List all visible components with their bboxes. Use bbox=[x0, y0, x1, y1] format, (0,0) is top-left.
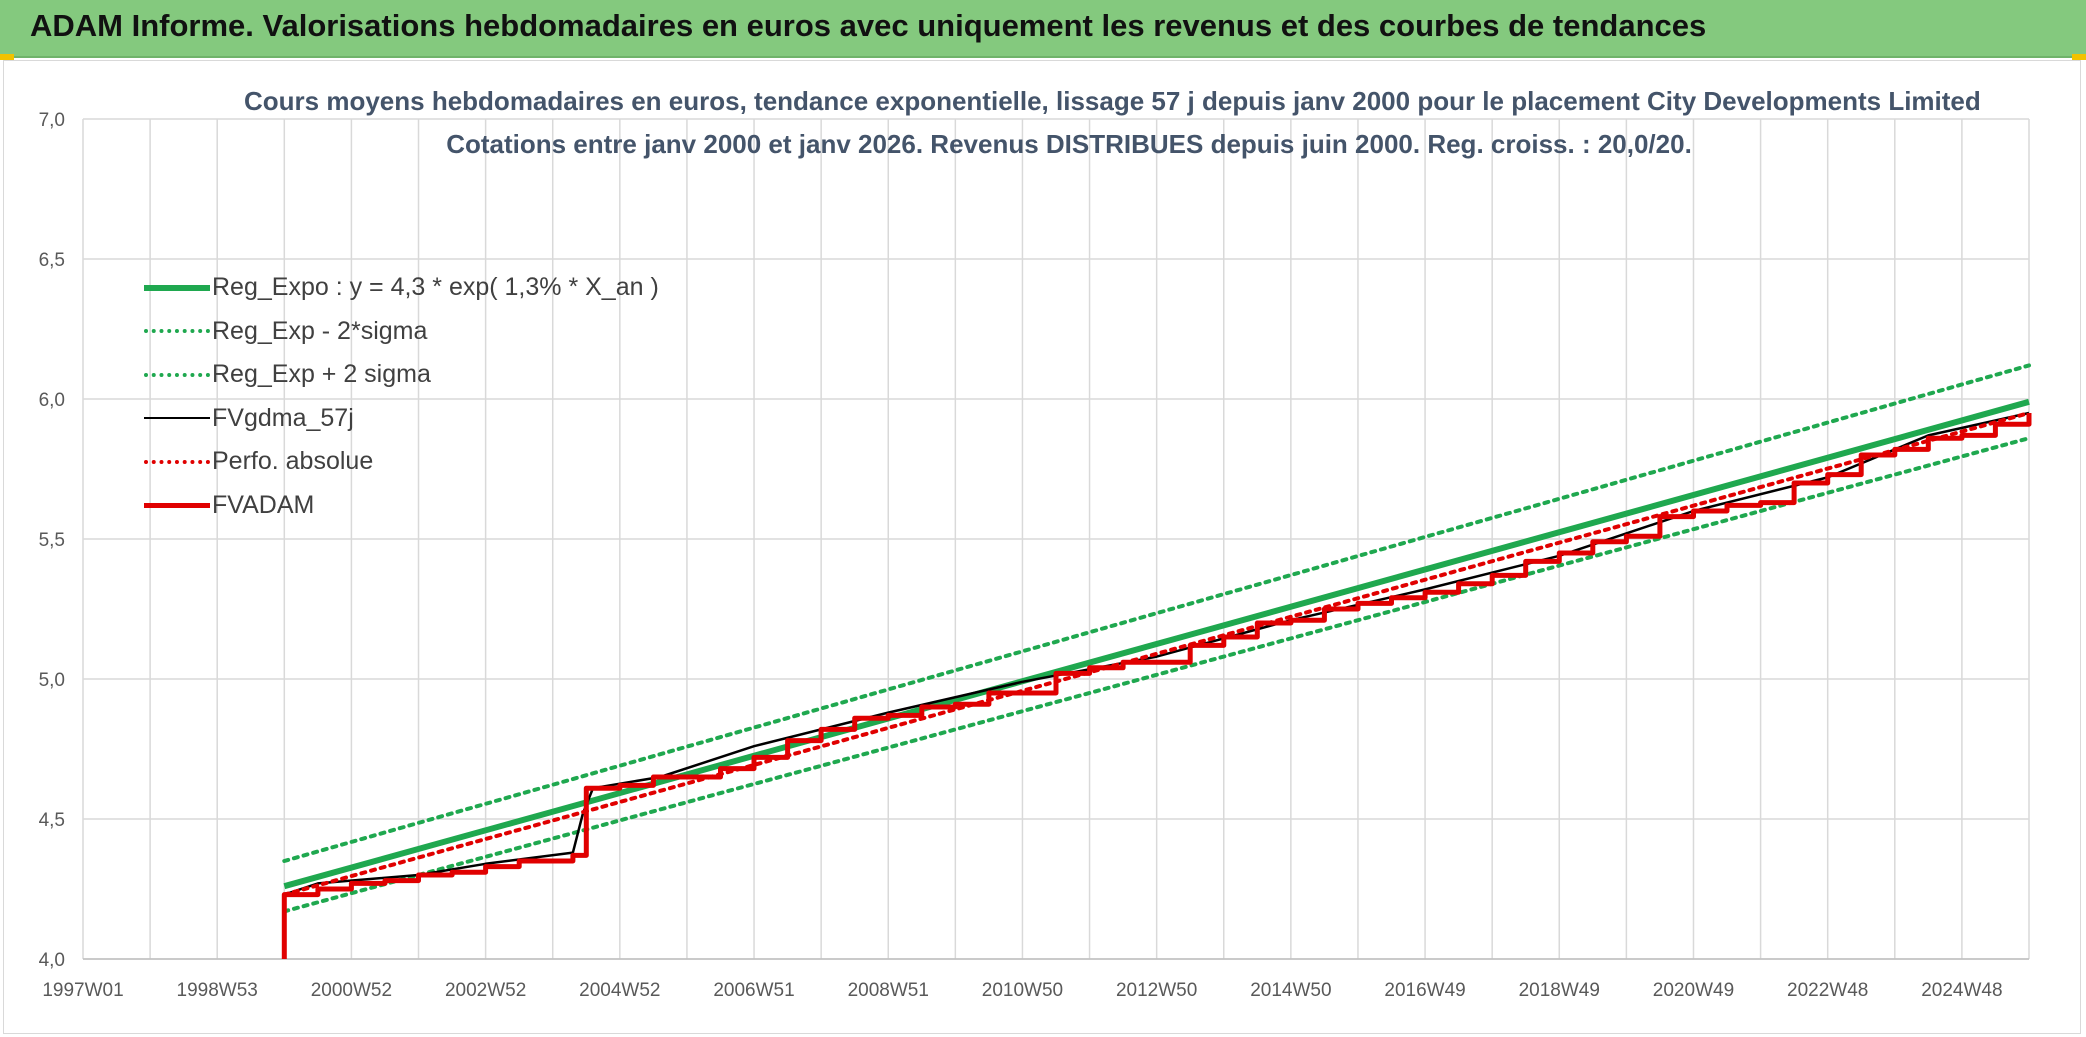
legend-label: Reg_Expo : y = 4,3 * exp( 1,3% * X_an ) bbox=[212, 273, 659, 302]
legend-item: Reg_Expo : y = 4,3 * exp( 1,3% * X_an ) bbox=[144, 266, 659, 310]
x-tick-label: 2022W48 bbox=[1787, 980, 1868, 1001]
x-tick-label: 2024W48 bbox=[1921, 980, 2002, 1001]
y-tick-label: 5,0 bbox=[39, 670, 65, 691]
x-tick-label: 2008W51 bbox=[848, 980, 929, 1001]
chart-title-line1: Cours moyens hebdomadaires en euros, ten… bbox=[244, 86, 1981, 116]
legend-label: FVADAM bbox=[212, 490, 315, 519]
y-tick-label: 5,5 bbox=[39, 530, 65, 551]
legend-item: Reg_Exp + 2 sigma bbox=[144, 353, 659, 397]
legend-swatch bbox=[144, 372, 210, 377]
x-tick-label: 2010W50 bbox=[982, 980, 1063, 1001]
y-tick-label: 6,0 bbox=[39, 390, 65, 411]
x-tick-label: 1998W53 bbox=[177, 980, 258, 1001]
chart-title-line2: Cotations entre janv 2000 et janv 2026. … bbox=[446, 129, 1692, 159]
legend-swatch bbox=[144, 502, 210, 508]
legend-swatch bbox=[144, 417, 210, 420]
x-tick-label: 2016W49 bbox=[1384, 980, 1465, 1001]
x-tick-label: 2012W50 bbox=[1116, 980, 1197, 1001]
series-line-2 bbox=[282, 436, 2031, 914]
page-title: ADAM Informe. Valorisations hebdomadaire… bbox=[30, 8, 1707, 43]
x-tick-label: 2004W52 bbox=[579, 980, 660, 1001]
x-tick-label: 1997W01 bbox=[42, 980, 123, 1001]
legend-item: Reg_Exp - 2*sigma bbox=[144, 310, 659, 354]
legend-item: Perfo. absolue bbox=[144, 440, 659, 484]
x-tick-label: 2018W49 bbox=[1519, 980, 1600, 1001]
legend-swatch bbox=[144, 459, 210, 464]
series-line-5 bbox=[282, 411, 2031, 897]
legend-swatch bbox=[144, 284, 210, 291]
legend-label: Reg_Exp - 2*sigma bbox=[212, 316, 428, 345]
x-tick-label: 2020W49 bbox=[1653, 980, 1734, 1001]
series-line-3 bbox=[282, 363, 2031, 863]
y-tick-label: 4,5 bbox=[39, 810, 65, 831]
legend-label: FVgdma_57j bbox=[212, 403, 354, 432]
chart-legend: Reg_Expo : y = 4,3 * exp( 1,3% * X_an ) R… bbox=[144, 266, 659, 527]
chart-svg: 4,0 4,5 5,0 5,5 6,0 6,5 7,0 1997W01 1998W53 2000W… bbox=[39, 110, 2032, 1001]
chart-area: 4,0 4,5 5,0 5,5 6,0 6,5 7,0 1997W01 1998W53 2000W… bbox=[3, 60, 2081, 1034]
corner-mark bbox=[0, 54, 14, 60]
y-tick-label: 4,0 bbox=[39, 950, 65, 971]
corner-mark bbox=[2072, 54, 2086, 60]
x-tick-label: 2002W52 bbox=[445, 980, 526, 1001]
series-line-6 bbox=[281, 413, 2032, 959]
series-line-1 bbox=[283, 398, 2030, 890]
y-tick-label: 6,5 bbox=[39, 250, 65, 271]
y-tick-label: 7,0 bbox=[39, 110, 65, 131]
header-banner: ADAM Informe. Valorisations hebdomadaire… bbox=[0, 0, 2086, 58]
x-tick-label: 2006W51 bbox=[713, 980, 794, 1001]
legend-item: FVADAM bbox=[144, 484, 659, 528]
legend-label: Perfo. absolue bbox=[212, 447, 374, 476]
legend-label: Reg_Exp + 2 sigma bbox=[212, 360, 431, 389]
legend-swatch bbox=[144, 329, 210, 334]
legend-item: FVgdma_57j bbox=[144, 397, 659, 441]
x-tick-label: 2014W50 bbox=[1250, 980, 1331, 1001]
x-tick-label: 2000W52 bbox=[311, 980, 392, 1001]
